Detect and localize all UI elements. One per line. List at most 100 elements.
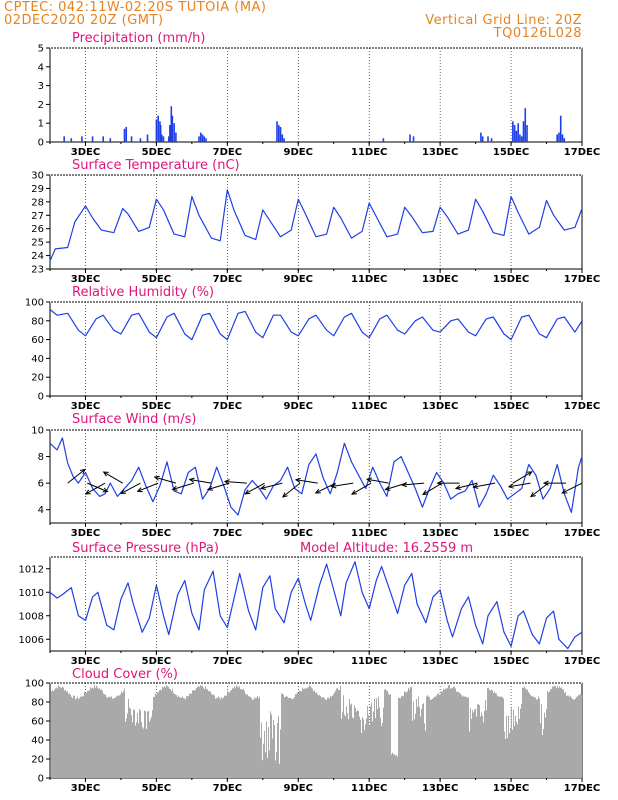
cloud-bar (420, 716, 421, 778)
precip-bar (81, 136, 83, 142)
cloud-bar (278, 716, 279, 778)
cloud-bar (211, 693, 212, 778)
cloud-bar (335, 690, 336, 778)
cloud-bar (536, 699, 537, 778)
cloud-bar (447, 687, 448, 778)
cloud-bar (526, 689, 527, 778)
cloud-bar (195, 689, 196, 778)
cloud-bar (323, 697, 324, 778)
cloud-bar (376, 698, 377, 778)
cloud-bar (82, 696, 83, 778)
cloud-bar (524, 686, 525, 778)
cloud-bar (79, 698, 80, 778)
precip-bar (130, 136, 133, 142)
cloud-bar (457, 692, 458, 778)
cloud-bar (144, 710, 145, 778)
cloud-bar (108, 697, 109, 778)
y-tick-label: 1008 (19, 611, 44, 622)
cloud-bar (154, 696, 155, 778)
header-location: CPTEC: 042:11W-02:20S TUTOIA (MA) (4, 0, 267, 15)
wind-arrow-head (384, 485, 391, 491)
cloud-bar (212, 694, 213, 778)
cloud-bar (175, 694, 176, 778)
cloud-bar (203, 687, 204, 778)
cloud-bar (184, 698, 185, 778)
cloud-bar (345, 716, 346, 778)
cloud-bar (155, 693, 156, 778)
header-model-code: TQ0126L028 (493, 26, 582, 41)
cloud-bar (443, 688, 444, 778)
cloud-bar (62, 686, 63, 778)
cloud-bar (72, 698, 73, 778)
cloud-bar (170, 689, 171, 778)
y-tick-label: 27 (31, 211, 44, 222)
cloud-bar (241, 689, 242, 778)
cloud-bar (118, 695, 119, 778)
y-tick-label: 5 (38, 44, 44, 55)
humidity-title: Relative Humidity (%) (72, 285, 214, 300)
cloud-bar (188, 696, 189, 778)
cloud-bar (292, 699, 293, 778)
cloud-bar (309, 685, 310, 778)
cloud-bar (439, 694, 440, 778)
wind-arrow (245, 482, 265, 495)
cloud-bar (468, 697, 469, 778)
cloud-bar (522, 687, 523, 778)
cloud-bar (166, 685, 167, 778)
cloud-bar (100, 689, 101, 778)
precip-bar (559, 115, 562, 142)
cloud-bar (152, 710, 153, 778)
cloud-bar (160, 689, 161, 778)
cloud-bar (408, 687, 409, 778)
cloud-bar (393, 754, 394, 778)
cloud-bar (559, 686, 560, 778)
cloud-bar (197, 686, 198, 778)
cloud-bar (81, 695, 82, 778)
x-tick-label: 17DEC (564, 147, 600, 158)
x-tick-label: 17DEC (564, 783, 600, 794)
cloud-bar (369, 725, 370, 778)
cloud-bar (65, 689, 66, 778)
cloud-bar (396, 754, 397, 778)
cloud-bar (268, 727, 269, 778)
cloud-bar (472, 710, 473, 778)
precip-bar (157, 115, 159, 142)
cloud-bar (137, 713, 138, 778)
cloud-bar (61, 688, 62, 778)
panel-frame (49, 174, 583, 270)
cloud-bar (251, 698, 252, 778)
cloud-bar (252, 699, 253, 778)
cloud-bar (579, 694, 580, 778)
x-tick-label: 3DEC (71, 528, 100, 539)
cloud-bar (460, 693, 461, 778)
cloud-bar (287, 696, 288, 778)
cloud-bar (159, 690, 160, 778)
cloud-bar (128, 698, 129, 778)
y-tick-label: 0 (38, 774, 44, 785)
cloud-bar (503, 698, 504, 778)
precip-bar (281, 134, 284, 142)
wind-arrow-head (526, 471, 533, 477)
cloud-bar (433, 697, 434, 778)
cloud-bar (86, 692, 87, 778)
wind-arrow (530, 482, 549, 498)
precip-bar (522, 121, 525, 142)
cloud-bar (64, 690, 65, 778)
wind-arrow-head (401, 481, 408, 488)
cloud-bar (563, 689, 564, 778)
cloud-bar (358, 710, 359, 778)
cloud-bar (364, 729, 365, 778)
cloud-bar (185, 699, 186, 778)
cloud-bar (313, 691, 314, 778)
cloud-bar (294, 696, 295, 778)
cloud-bar (362, 717, 363, 778)
cloud-bar (274, 725, 275, 778)
cloud-bar (279, 763, 280, 778)
cloud-bar (549, 691, 550, 778)
cloud-bar (464, 696, 465, 778)
header-datetime: 02DEC2020 20Z (GMT) (4, 13, 164, 28)
cloud-bar (282, 693, 283, 778)
wind-arrow-head (223, 479, 230, 485)
precip-bar (173, 123, 175, 142)
cloud-bar (446, 688, 447, 778)
